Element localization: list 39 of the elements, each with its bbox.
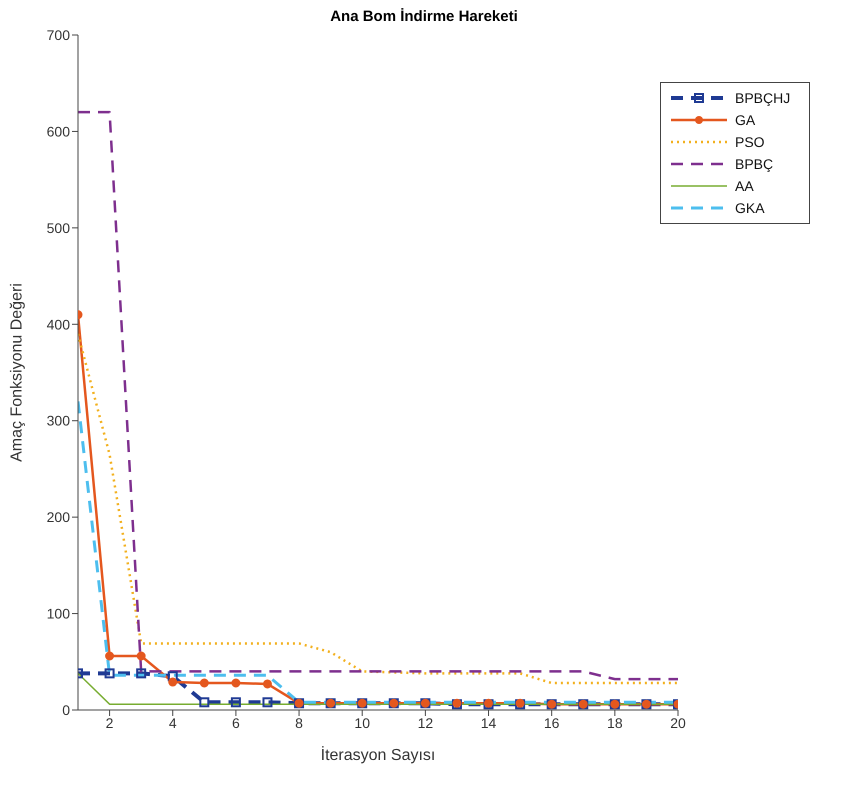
y-axis-title: Amaç Fonksiyonu Değeri — [8, 283, 26, 462]
y-tick-label: 0 — [62, 702, 70, 718]
point — [200, 678, 209, 688]
point — [136, 668, 146, 678]
y-tick-label: 100 — [46, 606, 70, 622]
y-tick-label: 500 — [46, 220, 70, 236]
point — [168, 671, 178, 682]
x-tick-label: 14 — [480, 714, 497, 731]
y-tick-label: 400 — [46, 316, 70, 332]
point — [230, 697, 241, 708]
point — [136, 652, 146, 660]
legend-label: PSO — [735, 134, 765, 150]
point — [168, 678, 178, 687]
chart-title: Ana Bom İndirme Hareketi — [330, 8, 518, 25]
x-tick-label: 16 — [544, 714, 560, 731]
legend-label: GA — [735, 112, 756, 128]
point — [104, 668, 115, 678]
x-tick-label: 20 — [670, 714, 686, 731]
x-tick-label: 4 — [168, 714, 177, 731]
x-tick-label: 12 — [418, 714, 434, 731]
legend-label: BPBÇHJ — [735, 90, 790, 106]
y-tick-label: 300 — [46, 412, 70, 429]
x-tick-label: 2 — [106, 714, 114, 731]
x-tick-label: 8 — [295, 714, 304, 731]
x-tick-label: 6 — [232, 714, 240, 731]
point — [105, 652, 114, 660]
y-tick-label: 600 — [46, 123, 70, 140]
point — [231, 678, 240, 688]
point — [199, 697, 210, 708]
x-tick-label: 18 — [607, 714, 623, 731]
x-axis-title: İterasyon Sayısı — [320, 746, 436, 764]
point — [262, 697, 272, 708]
y-tick-label: 700 — [46, 26, 70, 43]
y-tick-label: 200 — [46, 509, 70, 526]
legend-label: BPBÇ — [735, 156, 774, 172]
point — [262, 679, 272, 688]
legend-label: GKA — [735, 200, 765, 216]
x-tick-label: 10 — [354, 714, 370, 731]
legend-label: AA — [735, 178, 754, 194]
